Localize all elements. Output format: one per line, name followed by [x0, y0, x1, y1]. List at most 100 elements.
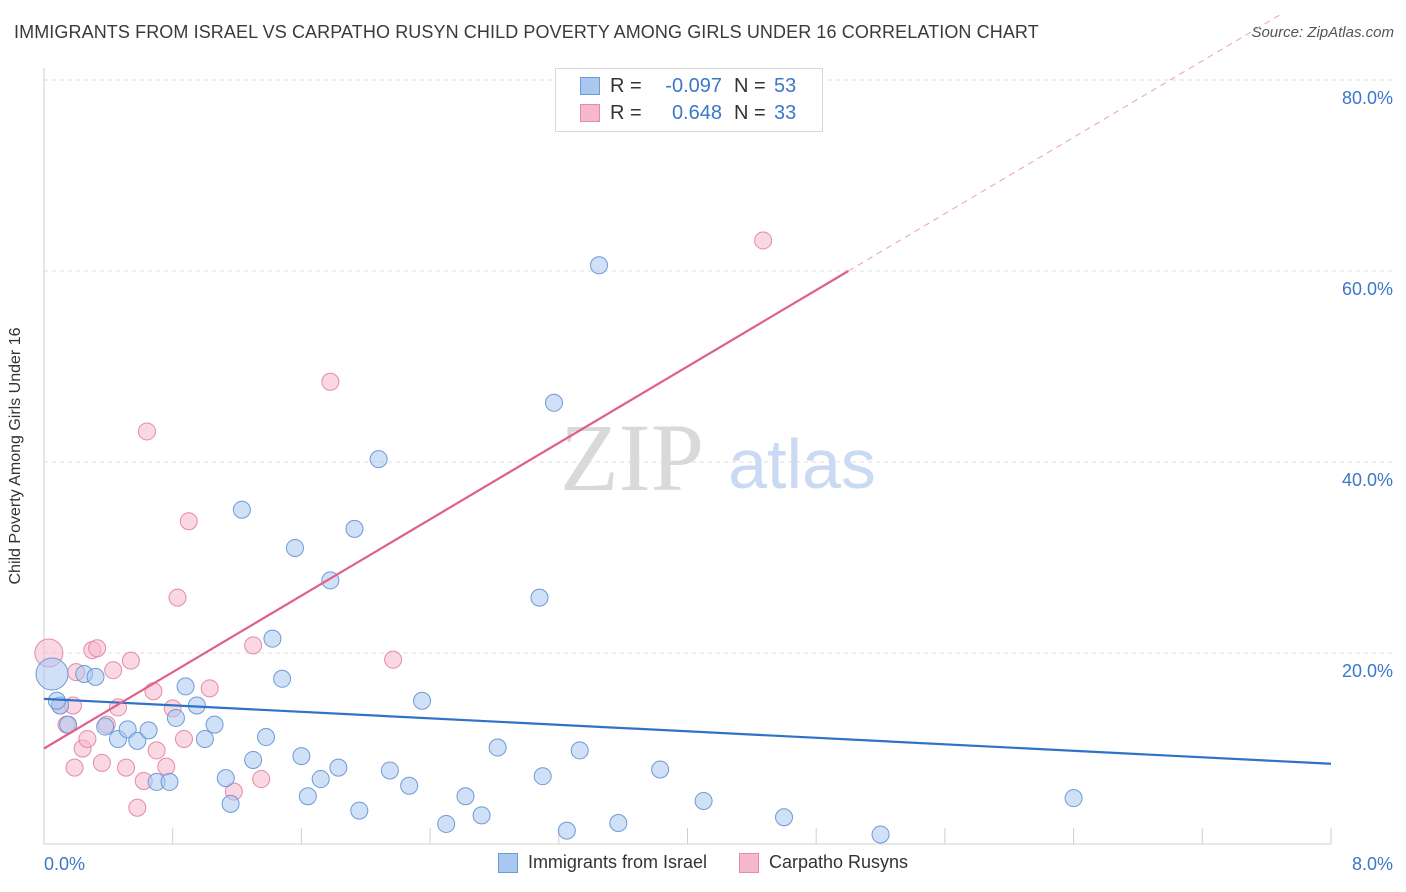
israel-point [232, 500, 251, 519]
rusyn-point [157, 757, 176, 776]
y-tick-label: 40.0% [1342, 470, 1393, 490]
israel-point [176, 677, 195, 696]
n-value: 33 [774, 101, 797, 124]
rusyn-point [754, 231, 773, 250]
rusyn-point [244, 636, 263, 655]
y-axis-label: Child Poverty Among Girls Under 16 [7, 327, 24, 585]
rusyn-point [252, 770, 271, 789]
israel-point [1064, 789, 1083, 808]
israel-point [590, 256, 609, 275]
israel-point [257, 728, 276, 747]
rusyn-point [144, 682, 163, 701]
israel-point [557, 821, 576, 840]
israel-point [139, 721, 158, 740]
rusyn-trend-extension [848, 12, 1283, 272]
r-value: -0.097 [665, 74, 722, 97]
israel-point [400, 776, 419, 795]
y-tick-label: 20.0% [1342, 661, 1393, 681]
israel-trend-line [43, 697, 1332, 765]
watermark-atlas: atlas [728, 425, 876, 503]
n-value: 53 [774, 74, 797, 97]
legend-label: Immigrants from Israel [527, 852, 707, 872]
israel-point [244, 750, 263, 769]
grid-lines [44, 79, 1392, 654]
israel-point [292, 747, 311, 766]
source-credit: Source: ZipAtlas.com [1251, 24, 1394, 41]
legend-item-israel: Immigrants from Israel [497, 852, 707, 873]
series-immigrants-from-israel [35, 256, 1083, 844]
tick-labels: 20.0% 40.0% 60.0% 80.0% 0.0% 8.0% [44, 88, 1393, 874]
watermark-zip: ZIP [560, 404, 704, 511]
israel-point [380, 761, 399, 780]
israel-point [285, 538, 304, 557]
rusyn-point [117, 758, 136, 777]
israel-point [530, 588, 549, 607]
israel-point [118, 720, 137, 739]
israel-point [311, 770, 330, 789]
legend-label: Carpatho Rusyns [768, 852, 909, 872]
israel-point [413, 691, 432, 710]
rusyn-point [200, 679, 219, 698]
rusyn-point [174, 729, 193, 748]
legend-item-rusyn: Carpatho Rusyns [738, 852, 909, 873]
israel-point [369, 450, 388, 469]
israel-point [694, 792, 713, 811]
r-value: 0.648 [671, 101, 722, 124]
y-tick-label: 80.0% [1342, 88, 1393, 108]
israel-point [533, 767, 552, 786]
y-tick-label: 60.0% [1342, 279, 1393, 299]
israel-point [456, 787, 475, 806]
israel-point [488, 738, 507, 757]
rusyn-point [78, 729, 97, 748]
trend-lines [43, 12, 1332, 765]
rusyn-point [128, 798, 147, 817]
israel-point [35, 657, 69, 691]
israel-point [216, 769, 235, 788]
israel-point [273, 669, 292, 688]
rusyn-swatch [580, 104, 600, 122]
israel-point [128, 731, 147, 750]
israel-point [437, 814, 456, 833]
israel-point [651, 760, 670, 779]
israel-point [609, 813, 628, 832]
israel-point [96, 717, 115, 736]
rusyn-trend-line [43, 270, 849, 750]
rusyn-point [384, 650, 403, 669]
rusyn-point [147, 741, 166, 760]
israel-point [205, 715, 224, 734]
n-label: N = [734, 74, 766, 97]
rusyn-point [104, 661, 123, 680]
legend-row-rusyn: R = 0.648 N = 33 [580, 100, 796, 126]
series-legend: Immigrants from Israel Carpatho Rusyns [0, 852, 1406, 873]
x-tick-label: 8.0% [1352, 854, 1393, 874]
israel-point [570, 741, 589, 760]
r-label: R = [610, 101, 642, 124]
israel-point [871, 825, 890, 844]
rusyn-point [179, 512, 198, 531]
israel-point [472, 806, 491, 825]
rusyn-point [121, 651, 140, 670]
x-tick-label: 0.0% [44, 854, 85, 874]
n-label: N = [734, 101, 766, 124]
israel-point [544, 393, 563, 412]
israel-point [160, 772, 179, 791]
israel-point [329, 758, 348, 777]
rusyn-point [137, 422, 156, 441]
israel-point [263, 629, 282, 648]
israel-point [221, 794, 240, 813]
correlation-legend: R = -0.097 N = 53 R = 0.648 N = 33 [555, 68, 823, 132]
chart-title: IMMIGRANTS FROM ISRAEL VS CARPATHO RUSYN… [14, 22, 1039, 42]
rusyn-point [65, 758, 84, 777]
israel-legend-swatch [497, 852, 518, 873]
israel-point [350, 801, 369, 820]
rusyn-legend-swatch [738, 852, 759, 873]
israel-point [345, 519, 364, 538]
israel-point [166, 708, 185, 727]
rusyn-point [168, 588, 187, 607]
r-label: R = [610, 74, 642, 97]
rusyn-point [92, 753, 111, 772]
watermark: ZIP atlas [560, 404, 876, 511]
rusyn-point [321, 372, 340, 391]
rusyn-point [88, 639, 107, 658]
